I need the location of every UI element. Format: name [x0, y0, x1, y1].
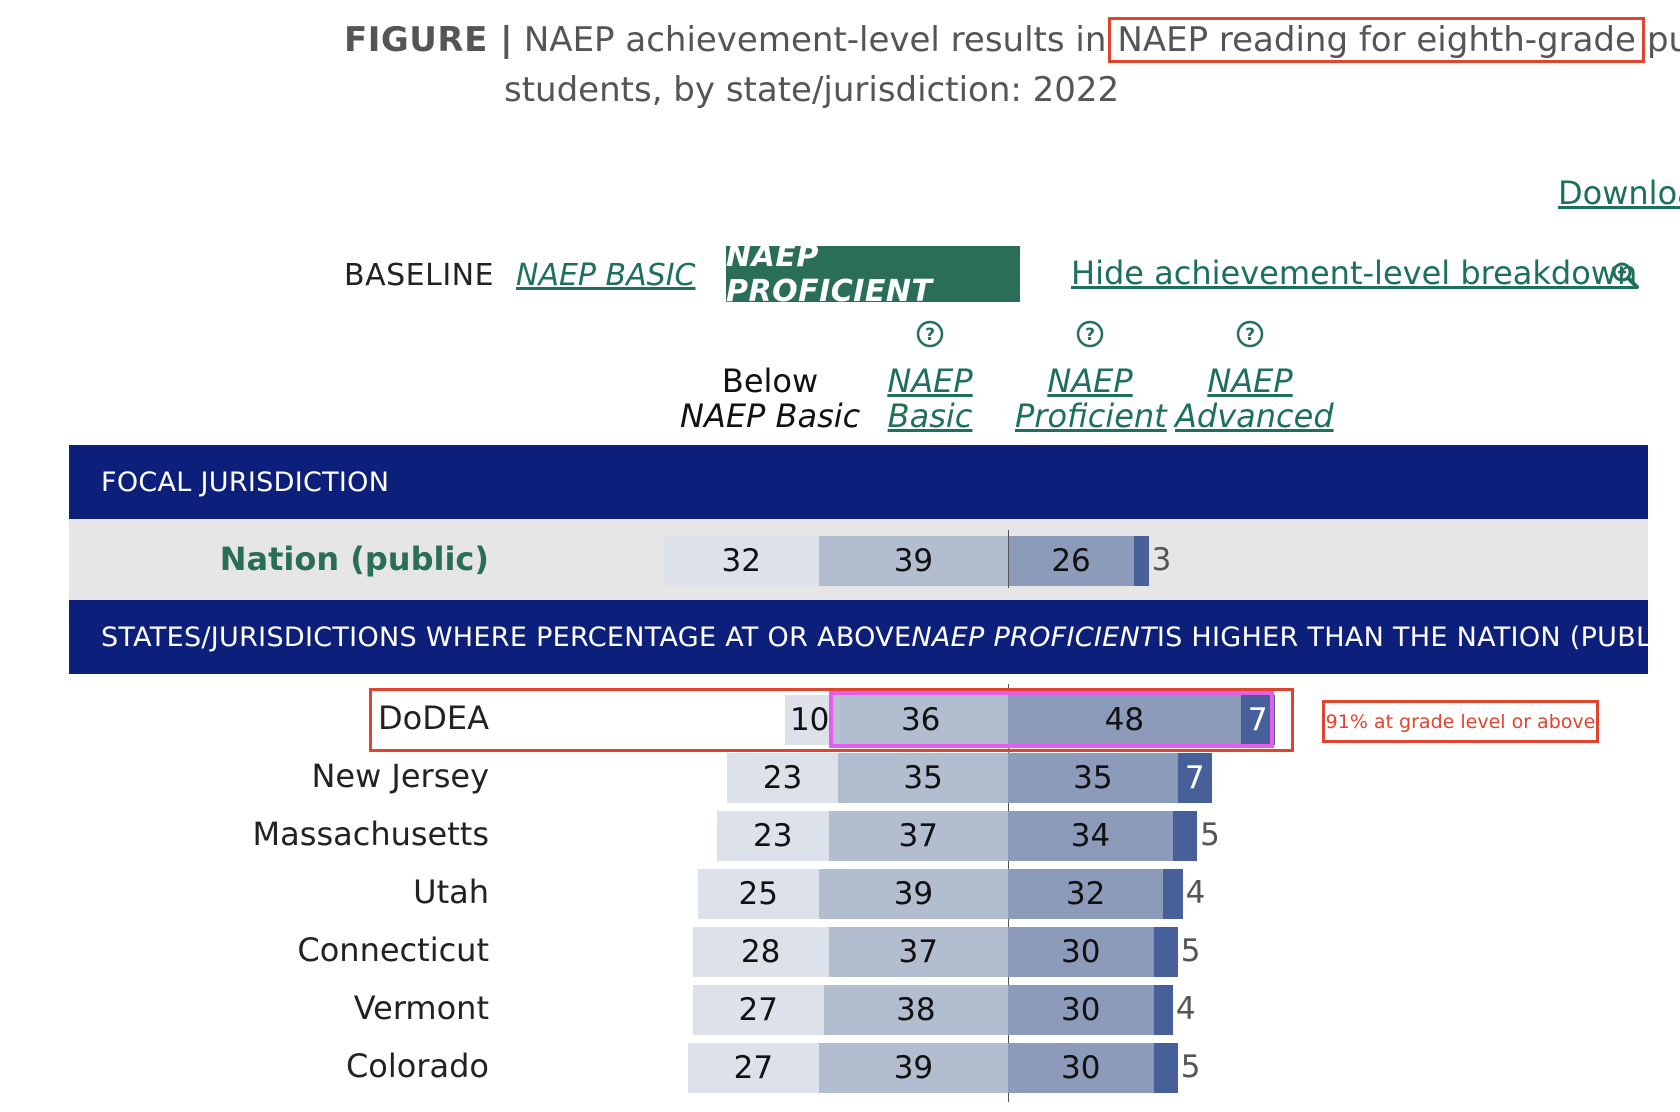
data-label-advanced: 5: [1200, 817, 1220, 853]
grade-level-highlight-box: [829, 691, 1274, 748]
column-header-proficient[interactable]: NAEP Proficient: [1015, 362, 1167, 435]
bar-segment-proficient: 35: [1008, 753, 1178, 803]
dodea-highlight-box: [369, 688, 1294, 752]
bar-segment-proficient: 48: [1008, 695, 1241, 745]
svg-text:?: ?: [1245, 325, 1255, 345]
title-text-1: NAEP achievement-level results in: [523, 20, 1107, 60]
bar-segment-basic: 37: [828, 927, 1008, 977]
bar-segment-below-basic: 25: [697, 869, 819, 919]
annotation-note: 91% at grade level or above: [1322, 700, 1599, 743]
bar-segment-basic: 39: [818, 869, 1008, 919]
tab-naep-basic[interactable]: NAEP BASIC: [516, 258, 696, 293]
bar-segment-advanced: 7: [1240, 695, 1275, 745]
bar-segment-proficient: 34: [1008, 811, 1173, 861]
bar-segment-advanced: [1134, 536, 1149, 586]
data-label-advanced: 3: [1151, 542, 1172, 578]
figure-title-line2: students, by state/jurisdiction: 2022: [504, 70, 1120, 110]
header-advanced-line1: NAEP: [1207, 362, 1293, 400]
title-highlight: NAEP reading for eighth-grade: [1108, 17, 1645, 63]
bar-segment-below-basic: 23: [717, 811, 829, 861]
figure-prefix: FIGURE |: [344, 20, 514, 60]
band-higher-post: IS HIGHER THAN THE NATION (PUBLIC): [1156, 621, 1680, 653]
bar-segment-proficient: 30: [1008, 1043, 1154, 1093]
band-higher-em: NAEP PROFICIENT: [911, 621, 1157, 653]
bar-segment-basic: 36: [833, 695, 1008, 745]
data-label-advanced: 5: [1180, 933, 1201, 969]
bar-segment-advanced: [1172, 811, 1198, 861]
row-label: Vermont: [353, 989, 489, 1027]
bar-segment-proficient: 32: [1008, 869, 1164, 919]
bar-segment-basic: 35: [838, 753, 1008, 803]
axis-line-nation: [1008, 530, 1009, 588]
row-label: Massachusetts: [252, 815, 489, 853]
row-label: DoDEA: [378, 699, 489, 737]
bar-segment-basic: 38: [823, 985, 1008, 1035]
figure-title: FIGURE | NAEP achievement-level results …: [344, 17, 1680, 63]
bar-segment-proficient: 30: [1008, 927, 1154, 977]
svg-text:?: ?: [1085, 325, 1095, 345]
header-proficient-line1: NAEP: [1047, 362, 1133, 400]
hide-breakdown-link[interactable]: Hide achievement-level breakdown: [1071, 254, 1638, 292]
bar-segment-advanced: [1153, 985, 1173, 1035]
bar-segment-below-basic: 27: [692, 985, 824, 1035]
column-header-basic[interactable]: NAEP Basic: [870, 364, 990, 434]
bar-segment-below-basic: 28: [692, 927, 829, 977]
svg-text:?: ?: [925, 325, 935, 345]
header-advanced-line2: Advanced: [1175, 397, 1334, 435]
bar-segment-below-basic: 27: [687, 1043, 819, 1093]
header-proficient-line2: Proficient: [1015, 397, 1167, 435]
column-header-below-basic: Below NAEP Basic: [680, 364, 860, 434]
band-focal-jurisdiction: FOCAL JURISDICTION: [69, 445, 1648, 519]
header-basic-line1: NAEP: [887, 362, 973, 400]
data-label-advanced: 4: [1175, 991, 1196, 1027]
magnifier-plus-icon[interactable]: [1610, 260, 1640, 290]
bar-segment-below-basic: 23: [726, 753, 839, 803]
band-higher-than-nation: STATES/JURISDICTIONS WHERE PERCENTAGE AT…: [69, 600, 1680, 674]
question-circle-icon[interactable]: ?: [1076, 320, 1104, 348]
bar-segment-advanced: 7: [1177, 753, 1212, 803]
question-circle-icon[interactable]: ?: [1236, 320, 1264, 348]
bar-segment-proficient: 30: [1008, 985, 1154, 1035]
row-label: New Jersey: [311, 757, 489, 795]
bar-segment-below-basic: 32: [663, 536, 819, 586]
row-label: Utah: [413, 873, 489, 911]
band-higher-pre: STATES/JURISDICTIONS WHERE PERCENTAGE AT…: [101, 621, 912, 653]
bar-segment-basic: 39: [818, 1043, 1008, 1093]
download-link[interactable]: Downloa: [1558, 174, 1680, 212]
bar-segment-basic: 37: [828, 811, 1008, 861]
column-header-advanced[interactable]: NAEP Advanced: [1175, 362, 1334, 435]
header-basic-line2: Basic: [887, 397, 973, 435]
baseline-label: BASELINE: [344, 258, 495, 293]
bar-segment-proficient: 26: [1008, 536, 1135, 586]
row-label: Connecticut: [297, 931, 489, 969]
data-label-advanced: 5: [1180, 1049, 1201, 1085]
data-label-advanced: 4: [1185, 875, 1206, 911]
tab-naep-proficient[interactable]: NAEP PROFICIENT: [726, 239, 1020, 309]
header-below-line1: Below: [721, 362, 819, 400]
row-label: Colorado: [345, 1047, 489, 1085]
bar-segment-below-basic: 10: [784, 695, 834, 745]
bar-segment-advanced: [1153, 927, 1178, 977]
bar-segment-basic: 39: [818, 536, 1008, 586]
bar-segment-advanced: [1163, 869, 1183, 919]
question-circle-icon[interactable]: ?: [916, 320, 944, 348]
title-text-2: publi: [1646, 20, 1680, 60]
row-label: Nation (public): [219, 540, 489, 578]
header-below-line2: NAEP Basic: [680, 397, 861, 435]
bar-segment-advanced: [1153, 1043, 1178, 1093]
